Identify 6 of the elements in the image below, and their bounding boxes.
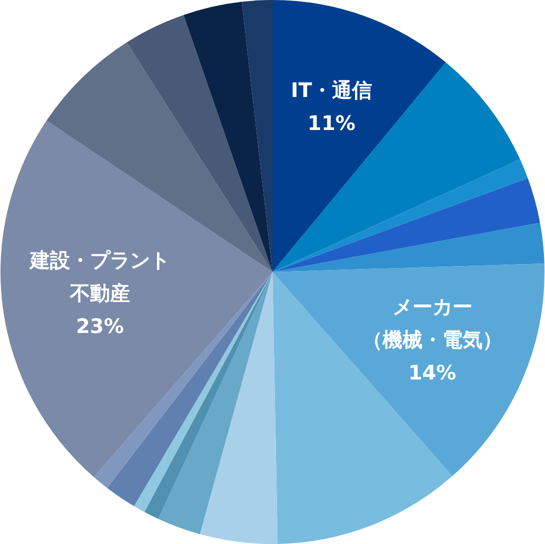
data-label: 14% xyxy=(408,360,456,384)
slice-label: 建設・プラント不動産 xyxy=(28,248,170,306)
slice-label: IT・通信 xyxy=(290,78,372,102)
data-label: 11% xyxy=(308,110,356,135)
data-label: 23% xyxy=(76,314,124,338)
slice-label: メーカー（機械・電気） xyxy=(362,294,502,352)
